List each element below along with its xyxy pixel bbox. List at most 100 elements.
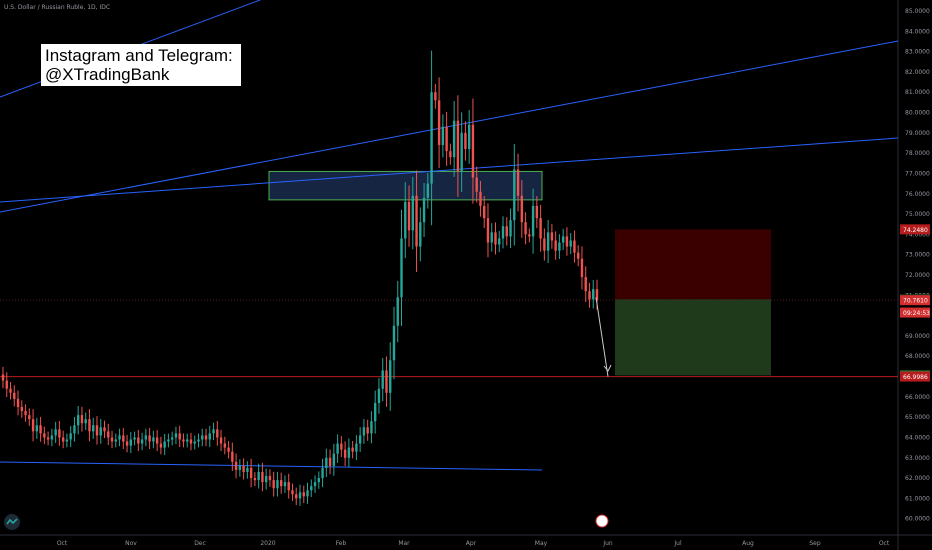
y-tick-label: 66.0000 [905, 394, 930, 401]
candle-body [524, 222, 527, 235]
candle-body [152, 437, 155, 442]
candle-body [295, 494, 298, 499]
candle-body [129, 439, 133, 446]
candle-body [1, 374, 5, 381]
candle-body [434, 92, 437, 101]
candle-body [140, 439, 144, 444]
candle-body [69, 433, 72, 440]
candle-body [460, 132, 463, 172]
y-tick-label: 85.0000 [905, 8, 930, 15]
y-tick-label: 84.0000 [905, 28, 930, 35]
candle-body [426, 183, 430, 198]
candle-body [531, 205, 535, 237]
candle-body [261, 471, 264, 483]
candle-body [264, 476, 268, 483]
candle-body [163, 441, 166, 448]
y-tick-label: 63.0000 [905, 455, 930, 462]
y-tick-label: 79.0000 [905, 130, 930, 137]
candle-body [178, 433, 181, 440]
y-tick-label: 75.0000 [905, 211, 930, 218]
candle-body [204, 435, 208, 440]
candle-body [43, 433, 46, 438]
x-tick-label: May [535, 540, 548, 547]
candle-body [385, 370, 388, 393]
candle-body [490, 232, 493, 243]
candle-body [268, 476, 272, 481]
candle-body [471, 124, 475, 178]
candle-body [592, 289, 595, 300]
y-tick-label: 83.0000 [905, 49, 930, 56]
candle-body [325, 457, 328, 468]
price-tag-label: 66.9986 [903, 374, 928, 381]
candle-body [588, 291, 591, 300]
candle-body [343, 449, 347, 458]
y-tick-label: 78.0000 [905, 150, 930, 157]
candle-body [95, 425, 99, 436]
candle-body [445, 126, 448, 152]
candle-body [561, 236, 565, 243]
candle-body [16, 398, 20, 407]
stop-loss-zone [615, 229, 771, 300]
candle-body [122, 435, 125, 442]
candle-body [415, 195, 418, 247]
candle-body [546, 232, 550, 251]
candle-body [182, 439, 185, 442]
earnings-marker-icon [595, 514, 609, 528]
candle-body [227, 447, 230, 452]
y-tick-label: 72.0000 [905, 272, 930, 279]
candle-body [306, 490, 309, 497]
candle-body [449, 151, 452, 158]
y-tick-label: 77.0000 [905, 170, 930, 177]
candle-body [73, 425, 76, 434]
candle-body [249, 467, 253, 479]
x-tick-label: Nov [125, 540, 137, 547]
candle-body [144, 435, 148, 440]
promo-line-2: @XTradingBank [45, 65, 170, 84]
candle-body [310, 486, 313, 491]
candle-body [242, 465, 245, 472]
y-tick-label: 68.0000 [905, 353, 930, 360]
candle-body [396, 297, 399, 326]
candle-body [35, 425, 39, 432]
candle-body [509, 220, 512, 237]
candle-body [584, 277, 587, 292]
candle-body [313, 482, 317, 487]
candle-body [13, 392, 16, 399]
candle-body [287, 482, 290, 491]
candle-body [430, 92, 433, 184]
candle-body [197, 439, 200, 442]
candle-body [494, 232, 497, 245]
candle-body [208, 433, 211, 440]
candle-body [170, 437, 174, 440]
y-tick-label: 60.0000 [905, 516, 930, 523]
y-tick-label: 82.0000 [905, 69, 930, 76]
candle-body [246, 467, 249, 472]
candle-body [456, 120, 460, 172]
price-tag-label: 09:24:53 [903, 310, 930, 317]
candle-body [31, 419, 35, 432]
candle-body [577, 252, 580, 259]
candle-body [103, 427, 106, 432]
candle-body [61, 437, 65, 442]
candle-body [332, 453, 336, 466]
candle-body [400, 238, 403, 298]
y-tick-label: 73.0000 [905, 252, 930, 259]
tradingview-logo-icon[interactable] [4, 514, 20, 530]
x-tick-label: Jul [673, 540, 682, 547]
projection-arrow-head [603, 364, 612, 372]
trendline-channel-top [0, 40, 899, 213]
candle-body [558, 242, 561, 251]
price-tag [900, 371, 930, 382]
candle-body [216, 429, 219, 438]
candle-body [272, 480, 275, 489]
candle-body [174, 433, 178, 438]
projection-arrow [595, 297, 609, 377]
candle-body [189, 439, 193, 444]
x-tick-label: Apr [466, 540, 477, 547]
candle-body [39, 425, 42, 434]
candle-body [219, 437, 223, 444]
price-tag [900, 307, 930, 318]
candle-body [167, 439, 170, 442]
candle-body [407, 201, 411, 231]
